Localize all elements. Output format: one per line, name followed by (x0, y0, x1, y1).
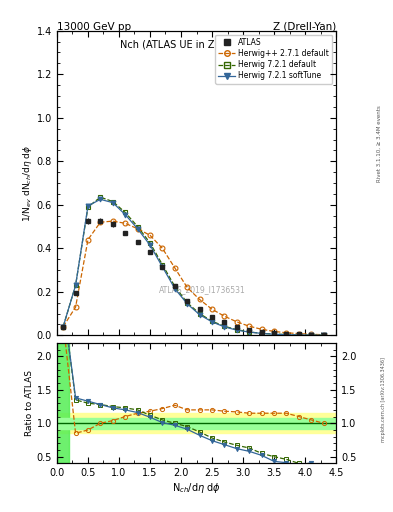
X-axis label: N$_{ch}$/d$\eta$ d$\phi$: N$_{ch}$/d$\eta$ d$\phi$ (172, 481, 221, 495)
Text: mcplots.cern.ch [arXiv:1306.3436]: mcplots.cern.ch [arXiv:1306.3436] (381, 357, 386, 442)
Y-axis label: 1/N$_{ev}$ dN$_{ch}$/d$\eta$ d$\phi$: 1/N$_{ev}$ dN$_{ch}$/d$\eta$ d$\phi$ (21, 144, 34, 222)
Text: 13000 GeV pp: 13000 GeV pp (57, 22, 131, 32)
Text: ATLAS_2019_I1736531: ATLAS_2019_I1736531 (159, 285, 246, 294)
Text: Z (Drell-Yan): Z (Drell-Yan) (273, 22, 336, 32)
Legend: ATLAS, Herwig++ 2.7.1 default, Herwig 7.2.1 default, Herwig 7.2.1 softTune: ATLAS, Herwig++ 2.7.1 default, Herwig 7.… (215, 34, 332, 83)
Y-axis label: Ratio to ATLAS: Ratio to ATLAS (25, 370, 34, 436)
Text: Rivet 3.1.10, ≥ 3.4M events: Rivet 3.1.10, ≥ 3.4M events (377, 105, 382, 182)
Text: Nch (ATLAS UE in Z production): Nch (ATLAS UE in Z production) (119, 40, 274, 50)
